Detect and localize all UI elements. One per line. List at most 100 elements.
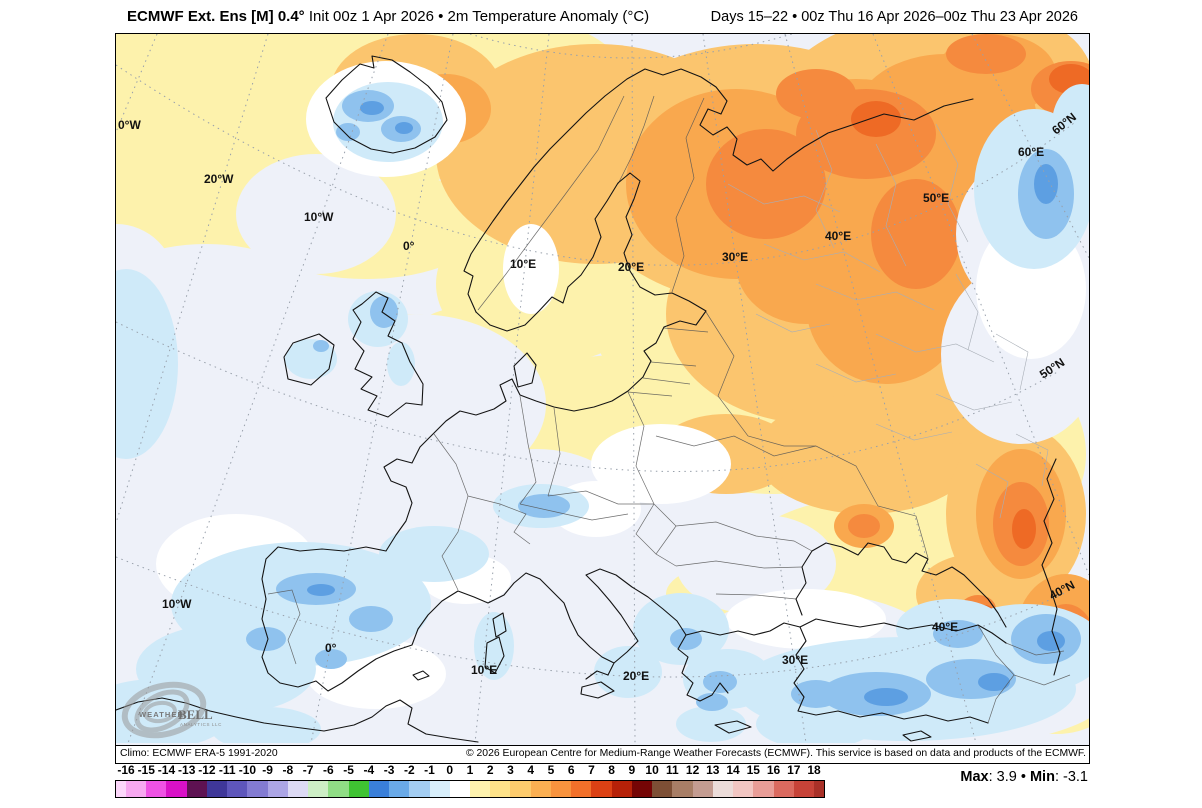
colorbar-segment [126,781,147,797]
colorbar-segment [389,781,410,797]
copyright-note: © 2026 European Centre for Medium-Range … [465,748,1086,759]
colorbar-segment [550,781,572,797]
anomaly-cool-2 [246,90,1081,716]
colorbar-segment [328,781,349,797]
colorbar-tick: -9 [262,763,273,777]
colorbar-tick: -16 [117,763,135,777]
colorbar-tick: 14 [726,763,740,777]
coastlines [116,55,1061,743]
colorbar-segment [793,781,814,797]
colorbar-segment [571,781,592,797]
map-title-model: ECMWF Ext. Ens [M] 0.4° [127,8,305,25]
colorbar-segment [652,781,673,797]
colorbar-tick: -15 [137,763,155,777]
map-title-field: Init 00z 1 Apr 2026 • 2m Temperature Ano… [304,8,650,25]
colorbar-tick: -4 [363,763,375,777]
colorbar-tick: -1 [424,763,435,777]
weatherbell-logo: WEATHER BELL ANALYTICS LLC [121,681,222,739]
colorbar-segment [308,781,329,797]
colorbar-tick: 7 [588,763,595,777]
colorbar-tick: -13 [178,763,196,777]
logo-brand-prefix: WEATHER [139,710,184,719]
colorbar [115,780,825,798]
colorbar-tick: 8 [608,763,615,777]
weatherbell-swirl-icon [121,681,207,739]
colorbar-tick-labels: -16 -15 -14 -13 -12 -11 -10 -9 -8 -7 -6 -5 -4 -3 -2 -1 0… [116,763,824,778]
colorbar-tick: -2 [403,763,415,777]
colorbar-tick: -6 [323,763,334,777]
max-label: Max [960,769,989,785]
colorbar-tick: -8 [282,763,294,777]
graticule-label: 0° [325,641,337,655]
anomaly-cool-3 [307,101,1065,706]
colorbar-segment [469,781,491,797]
graticule-label: 0°W [118,118,141,132]
colorbar-segment [773,781,794,797]
colorbar-cap-left [116,781,126,797]
colorbar-tick: -14 [157,763,176,777]
graticule-label: 20°E [618,260,644,274]
min-label: Min [1029,769,1055,785]
colorbar-segment [530,781,551,797]
graticule-label: 40°E [932,620,958,634]
logo-brand-suffix: BELL [178,707,213,722]
graticule-label: 0° [403,239,415,253]
colorbar-tick: 17 [787,763,801,777]
colorbar-segment [490,781,511,797]
colorbar-segment [611,781,632,797]
climo-note: Climo: ECMWF ERA-5 1991-2020 [120,748,278,759]
colorbar-tick: 13 [706,763,720,777]
colorbar-tick: -5 [343,763,354,777]
colorbar-tick: -3 [383,763,395,777]
colorbar-segment [186,781,207,797]
colorbar-tick: 1 [466,763,474,777]
graticule-label: 50°E [923,191,949,205]
colorbar-tick: 0 [446,763,454,777]
colorbar-tick: 15 [746,763,760,777]
colorbar-segment [348,781,369,797]
graticule-label: 30°E [722,250,748,264]
colorbar-segment [247,781,268,797]
stats-separator: • [1020,769,1026,785]
max-value: : 3.9 [988,769,1017,785]
country-borders [267,95,1071,724]
colorbar-segment [753,781,774,797]
graticule-label: 20°E [623,669,649,683]
valid-range: Days 15–22 • 00z Thu 16 Apr 2026–00z Thu… [710,9,1078,25]
colorbar-segment [449,781,470,797]
colorbar-tick: 12 [685,763,700,777]
colorbar-tick: 11 [666,763,679,777]
min-value: : -3.1 [1054,769,1088,785]
map-title: ECMWF Ext. Ens [M] 0.4° Init 00z 1 Apr 2… [127,8,649,25]
colorbar-tick: 6 [567,763,575,777]
colorbar-tick: 9 [628,763,636,777]
map-footnote-bar: Climo: ECMWF ERA-5 1991-2020 © 2026 Euro… [116,745,1089,763]
region-borders [727,123,1049,519]
colorbar-tick: 18 [807,763,821,777]
colorbar-segment [287,781,309,797]
colorbar-segment [146,781,167,797]
colorbar-segment [227,781,248,797]
colorbar-tick: 10 [645,763,659,777]
colorbar-segment [368,781,390,797]
colorbar-segment [510,781,531,797]
colorbar-tick: 5 [547,763,555,777]
graticule-label: 20°W [204,172,234,186]
graticule-lines [116,34,1089,743]
graticule-label: 10°W [162,597,192,611]
graticule-label: 40°E [825,229,851,243]
colorbar-segment [733,781,754,797]
colorbar-tick: -12 [198,763,216,777]
colorbar-segment [631,781,653,797]
europe-anomaly-map: 0°W20°W10°W0°10°E 20°E30°E40°E50°E60°E60°… [116,34,1089,743]
colorbar-segment [409,781,430,797]
field-stats: Max: 3.9 • Min: -3.1 [960,769,1088,785]
colorbar-tick: 2 [486,763,494,777]
colorbar-tick: 4 [527,763,535,777]
colorbar-segment [429,781,450,797]
colorbar-segment [591,781,612,797]
colorbar-segment [206,781,228,797]
logo-brand-sub: ANALYTICS LLC [180,722,222,727]
graticule-label: 10°W [304,210,334,224]
